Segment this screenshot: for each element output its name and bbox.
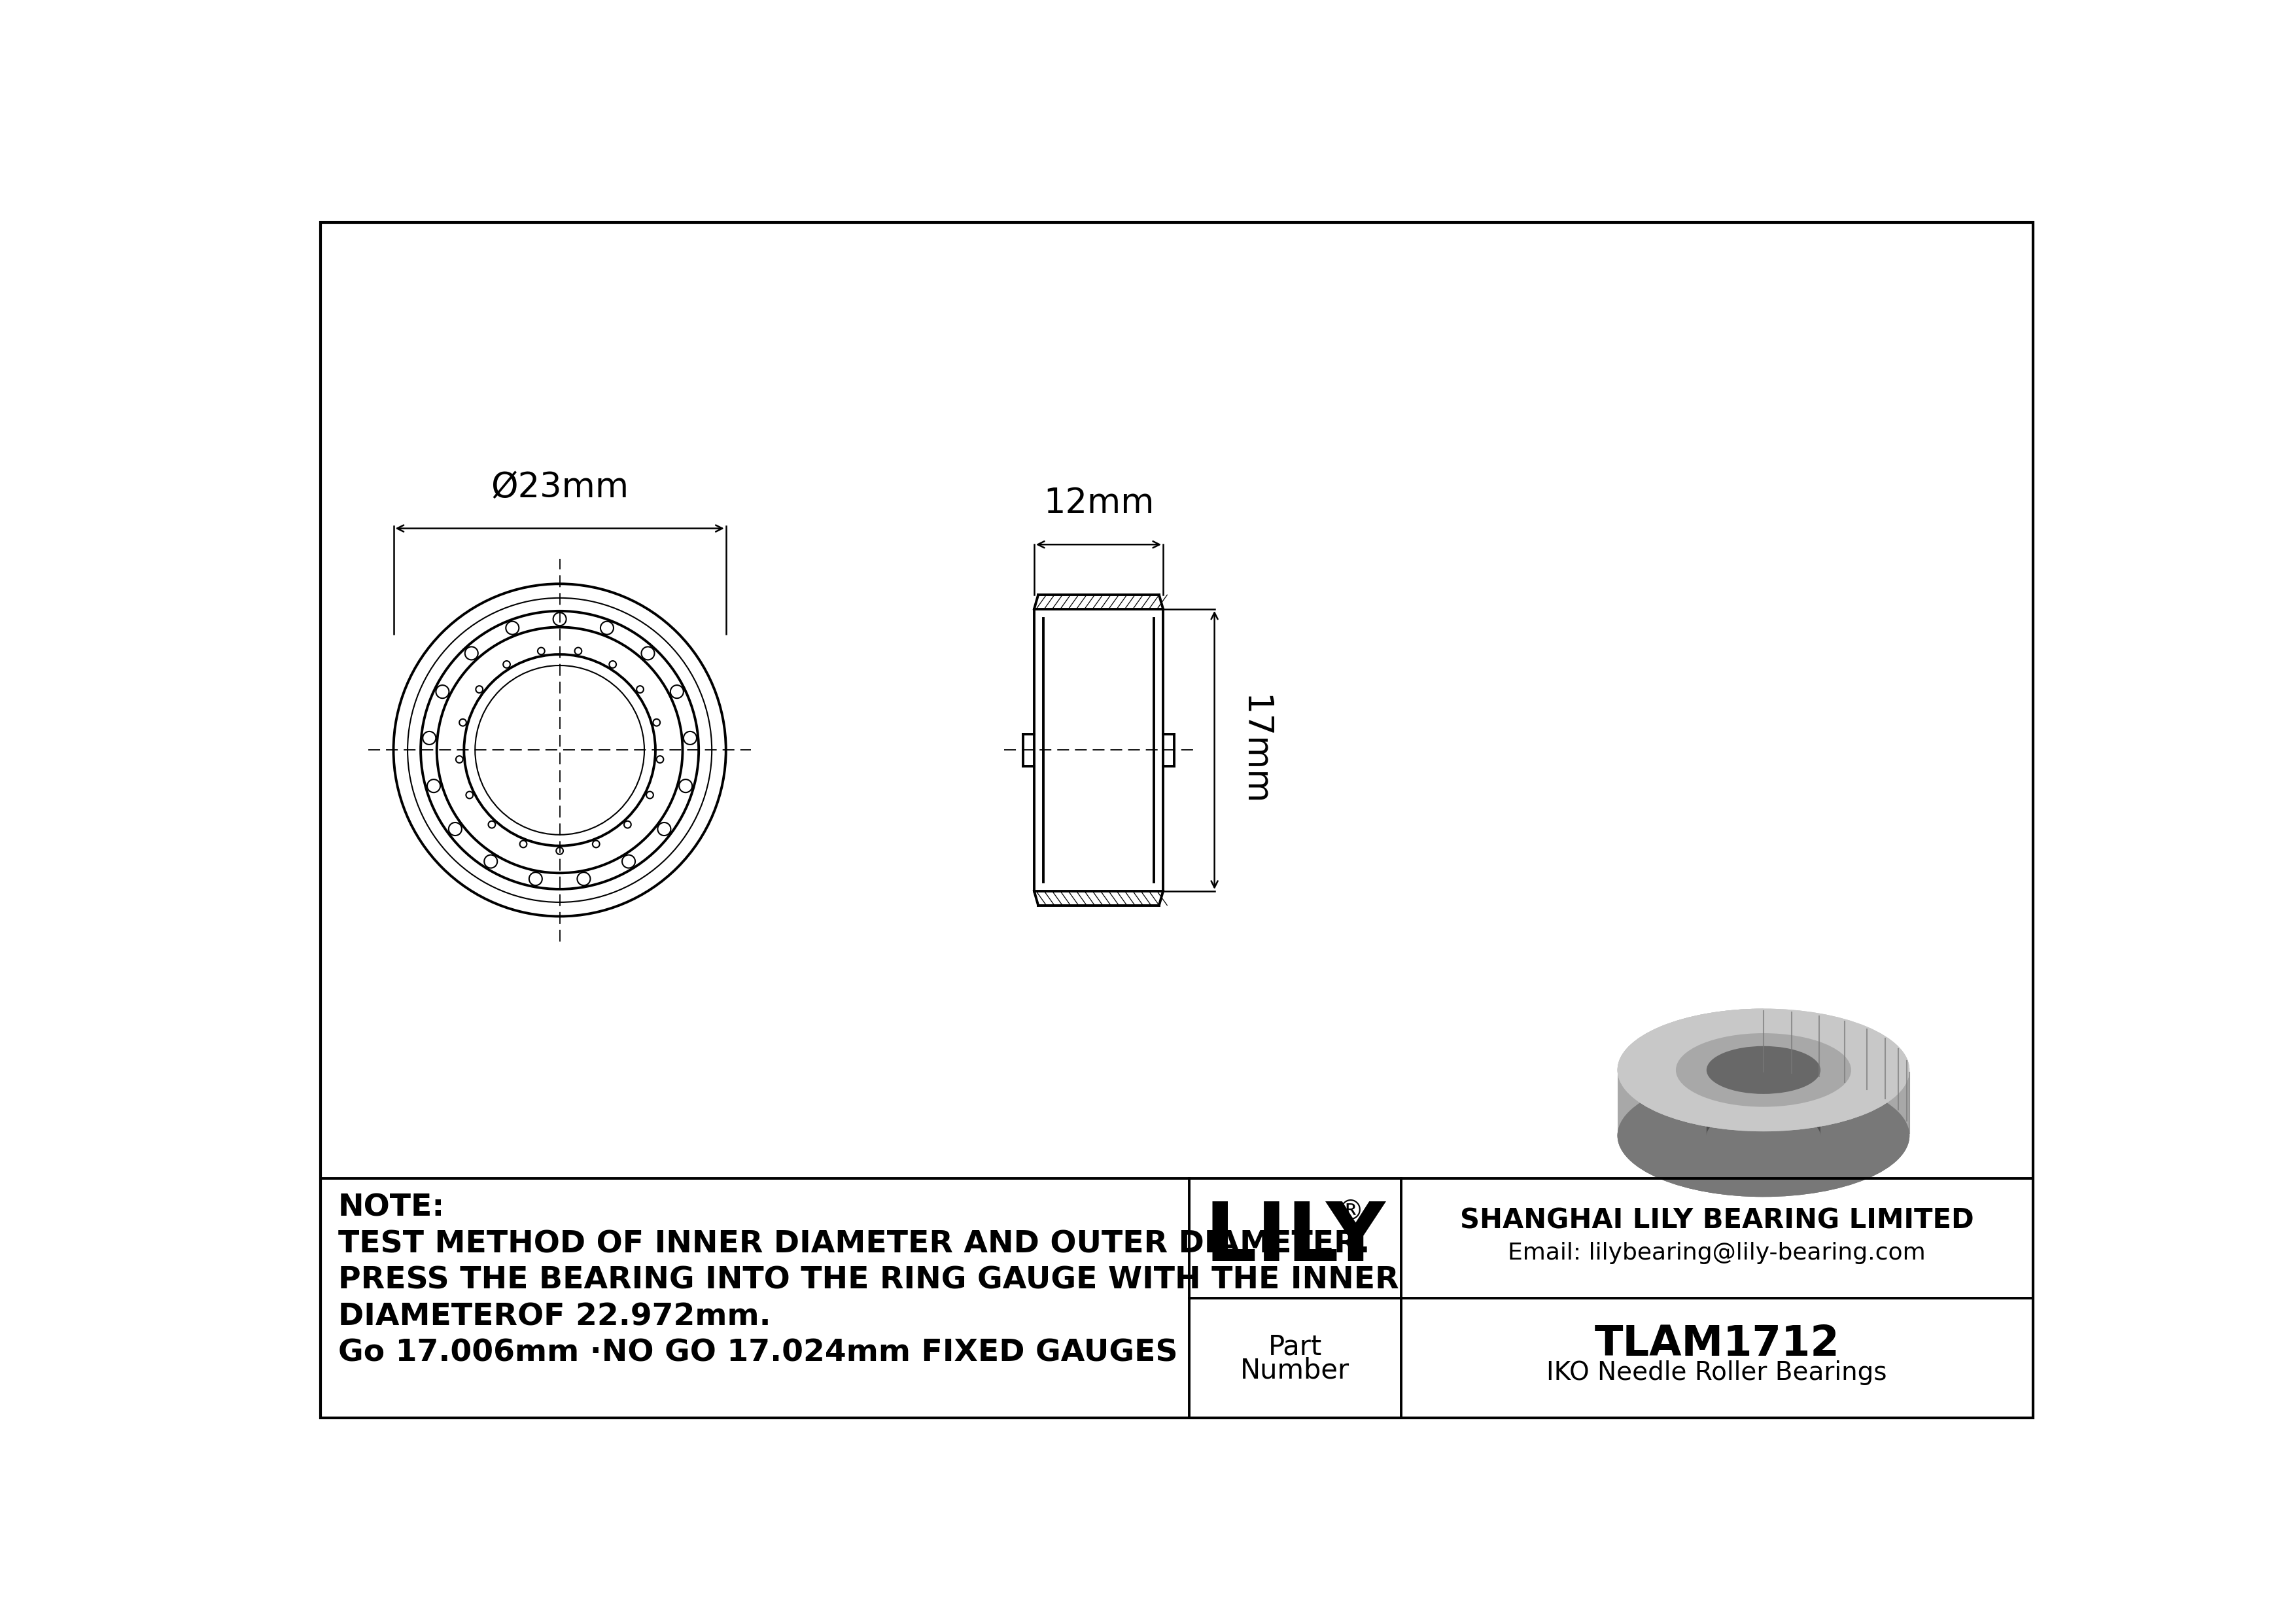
Text: DIAMETEROF 22.972mm.: DIAMETEROF 22.972mm. — [338, 1302, 771, 1332]
Text: IKO Needle Roller Bearings: IKO Needle Roller Bearings — [1548, 1361, 1887, 1385]
Ellipse shape — [1616, 1073, 1910, 1197]
Text: Go 17.006mm ·NO GO 17.024mm FIXED GAUGES: Go 17.006mm ·NO GO 17.024mm FIXED GAUGES — [338, 1338, 1178, 1367]
Text: PRESS THE BEARING INTO THE RING GAUGE WITH THE INNER: PRESS THE BEARING INTO THE RING GAUGE WI… — [338, 1267, 1398, 1296]
Text: 12mm: 12mm — [1042, 486, 1155, 520]
Text: NOTE:: NOTE: — [338, 1194, 445, 1223]
Text: TLAM1712: TLAM1712 — [1593, 1324, 1839, 1364]
Ellipse shape — [1676, 1033, 1851, 1108]
Text: 17mm: 17mm — [1238, 695, 1272, 806]
Polygon shape — [1706, 1046, 1821, 1135]
Text: Number: Number — [1240, 1356, 1350, 1384]
Text: Part: Part — [1267, 1333, 1322, 1361]
Ellipse shape — [1706, 1046, 1821, 1095]
Text: Ø23mm: Ø23mm — [491, 471, 629, 503]
Text: ®: ® — [1336, 1199, 1364, 1226]
Polygon shape — [1616, 1009, 1763, 1197]
Ellipse shape — [1676, 1033, 1851, 1108]
Ellipse shape — [1616, 1009, 1910, 1132]
Ellipse shape — [1616, 1073, 1910, 1197]
Text: LILY: LILY — [1205, 1199, 1384, 1278]
Ellipse shape — [1616, 1009, 1910, 1132]
Polygon shape — [1616, 1070, 1910, 1135]
Text: TEST METHOD OF INNER DIAMETER AND OUTER DIAMETER.: TEST METHOD OF INNER DIAMETER AND OUTER … — [338, 1229, 1371, 1259]
Text: Email: lilybearing@lily-bearing.com: Email: lilybearing@lily-bearing.com — [1508, 1242, 1926, 1265]
Text: SHANGHAI LILY BEARING LIMITED: SHANGHAI LILY BEARING LIMITED — [1460, 1207, 1975, 1234]
Ellipse shape — [1706, 1046, 1821, 1095]
